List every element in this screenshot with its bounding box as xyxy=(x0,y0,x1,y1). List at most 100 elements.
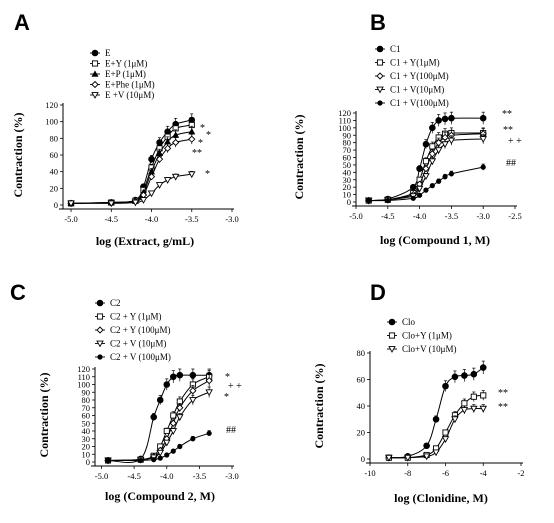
legend-marker xyxy=(91,92,99,99)
y-tick-label: 20 xyxy=(50,183,59,193)
data-point xyxy=(429,124,436,132)
data-point xyxy=(441,436,450,444)
data-point xyxy=(447,137,456,145)
y-tick-label: 0 xyxy=(361,454,365,464)
legend-item: E+Y (1μM) xyxy=(90,59,147,69)
legend-label: Clo xyxy=(402,317,416,327)
y-tick-label: 50 xyxy=(82,418,91,428)
data-point xyxy=(479,405,488,413)
significance-mark: * xyxy=(206,130,211,141)
legend-marker xyxy=(388,318,396,326)
legend-marker xyxy=(91,49,99,57)
significance-mark: + + xyxy=(228,381,242,392)
data-point xyxy=(366,197,372,204)
x-tick-label: -4.5 xyxy=(381,211,394,221)
significance-mark: ** xyxy=(503,125,513,136)
data-point xyxy=(150,413,158,421)
data-point xyxy=(67,200,75,208)
significance-mark: * xyxy=(198,138,203,149)
data-point xyxy=(176,404,184,412)
y-tick-label: 40 xyxy=(357,401,366,411)
data-point xyxy=(441,115,449,123)
panel-letter: C xyxy=(10,280,26,305)
panel-letter: A xyxy=(14,10,30,35)
data-point xyxy=(429,143,436,150)
data-point xyxy=(416,165,423,172)
legend-marker xyxy=(96,340,104,348)
significance-mark: ** xyxy=(502,109,512,120)
x-tick-label: -8 xyxy=(404,468,411,478)
data-point xyxy=(429,183,435,189)
data-point xyxy=(157,455,163,461)
data-point xyxy=(169,373,177,381)
y-tick-label: 40 xyxy=(343,167,352,177)
legend-item: C2 + V (100μM) xyxy=(95,352,171,362)
legend: C1 C1 + Y(1μM) C1 + Y(100μM) C1 + V(10μM) C1… xyxy=(375,44,449,108)
legend-item: C1 + V(100μM) xyxy=(375,98,449,108)
series-line xyxy=(71,173,192,204)
significance-mark: ## xyxy=(506,158,516,169)
data-point xyxy=(169,419,177,427)
x-tick-label: -5.0 xyxy=(64,214,77,224)
data-point xyxy=(163,427,170,435)
legend-label: Clo+Y (1μM) xyxy=(402,331,452,341)
legend-item: C1 + V(10μM) xyxy=(375,85,444,95)
legend-item: E+Phe (1μM) xyxy=(90,80,155,90)
data-point xyxy=(206,430,212,436)
significance-mark: ** xyxy=(498,388,508,399)
legend-label: Clo+V (10μM) xyxy=(402,344,457,354)
series-line xyxy=(388,367,484,459)
legend-marker xyxy=(96,299,104,307)
legend-label: C1 xyxy=(390,44,401,54)
data-point xyxy=(448,114,455,122)
significance-mark: ** xyxy=(498,402,508,413)
data-point xyxy=(170,448,176,454)
data-point xyxy=(189,397,197,404)
series-line xyxy=(71,138,192,204)
y-axis-title: Contraction (%) xyxy=(37,373,51,458)
legend-item: Clo xyxy=(387,317,416,327)
legend-item: C2 + V (10μM) xyxy=(95,339,166,349)
data-point xyxy=(434,147,443,155)
x-tick-label: -4.0 xyxy=(145,214,158,224)
data-point xyxy=(164,452,170,458)
significance-annotations: ****+ +## xyxy=(502,109,522,169)
x-tick-label: -3.0 xyxy=(225,471,238,481)
significance-mark: ## xyxy=(226,425,236,436)
data-point xyxy=(189,387,197,395)
legend-item: C1 + Y(1μM) xyxy=(375,58,440,68)
x-axis-title: log (Compound 1, M) xyxy=(380,233,490,247)
x-tick-label: -2 xyxy=(517,468,524,478)
significance-annotations: ****** xyxy=(192,123,211,180)
y-tick-label: 20 xyxy=(82,442,91,452)
data-point xyxy=(479,364,487,371)
data-point xyxy=(422,140,430,148)
data-point xyxy=(460,407,469,414)
legend-label: C2 + Y (100μM) xyxy=(110,325,170,335)
y-tick-label: 20 xyxy=(357,428,366,438)
legend: C2 C2 + Y (1μM) C2 + Y (100μM) C2 + V (10μM… xyxy=(95,298,171,362)
legend-label: C2 + V (100μM) xyxy=(110,352,171,362)
data-point xyxy=(156,396,164,404)
x-tick-label: -4.5 xyxy=(127,471,140,481)
y-tick-label: 80 xyxy=(82,395,91,405)
data-point xyxy=(436,178,442,184)
legend-marker xyxy=(388,346,396,353)
data-point xyxy=(428,150,436,158)
x-tick-label: -5.0 xyxy=(349,211,362,221)
y-tick-label: 60 xyxy=(343,153,352,163)
x-tick-label: -3.5 xyxy=(445,211,458,221)
data-point xyxy=(190,436,196,442)
data-point xyxy=(470,405,478,413)
y-tick-label: 100 xyxy=(338,123,351,133)
x-axis-title: log (Extract, g/mL) xyxy=(96,234,194,248)
data-point xyxy=(147,190,156,198)
x-tick-label: -3.0 xyxy=(476,211,489,221)
legend-marker xyxy=(377,100,383,106)
legend: Clo Clo+Y (1μM) Clo+V (10μM) xyxy=(387,317,457,354)
data-point xyxy=(155,155,164,163)
legend-label: C1 + V(10μM) xyxy=(390,85,444,95)
data-point xyxy=(480,392,487,399)
